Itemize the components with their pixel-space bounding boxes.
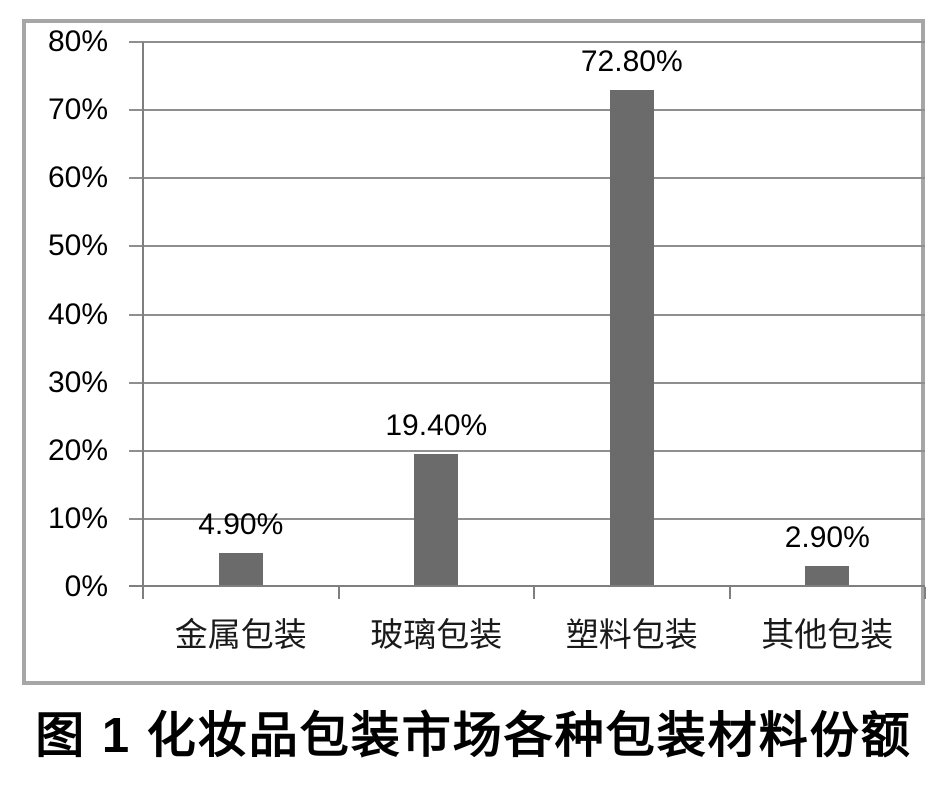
y-tick-label: 30% bbox=[47, 365, 108, 399]
gridline-20 bbox=[129, 449, 925, 452]
category-label-其他包装: 其他包装 bbox=[761, 618, 894, 654]
category-label-塑料包装: 塑料包装 bbox=[565, 618, 698, 654]
bar-value-label: 19.40% bbox=[385, 408, 488, 442]
y-tick-label: 50% bbox=[47, 229, 108, 263]
x-axis-tick bbox=[924, 587, 926, 599]
x-axis-tick bbox=[728, 587, 731, 599]
bar-slot: 2.90% bbox=[730, 42, 926, 587]
bar-value-label: 72.80% bbox=[580, 45, 683, 79]
x-axis-line bbox=[129, 585, 925, 587]
x-axis-tick bbox=[337, 587, 340, 599]
y-tick-label: 40% bbox=[47, 297, 108, 331]
bar-chart-frame bbox=[22, 19, 925, 685]
gridline-60 bbox=[129, 177, 925, 180]
y-tick-label: 80% bbox=[47, 25, 108, 58]
gridline-50 bbox=[129, 245, 925, 248]
x-axis-tick bbox=[533, 587, 535, 599]
bar-slot: 19.40% bbox=[339, 42, 535, 587]
bar-塑料包装 bbox=[609, 90, 654, 586]
gridline-40 bbox=[129, 313, 925, 316]
y-axis-tick-labels: 80% 70% 60% 50% 40% 30% 20% 10% 0% bbox=[0, 25, 120, 603]
gridline-30 bbox=[129, 381, 925, 384]
bar-玻璃包装 bbox=[414, 453, 459, 586]
y-axis-line bbox=[142, 42, 144, 599]
y-tick-label: 70% bbox=[47, 93, 108, 127]
gridline-10 bbox=[129, 517, 925, 520]
y-tick-label: 10% bbox=[47, 501, 108, 535]
y-tick-label: 60% bbox=[47, 161, 108, 195]
bar-slot: 4.90% bbox=[143, 42, 339, 587]
x-axis-category-labels: 金属包装 玻璃包装 塑料包装 其他包装 bbox=[143, 616, 925, 660]
bar-金属包装 bbox=[218, 552, 263, 586]
y-tick-label: 0% bbox=[64, 570, 108, 603]
y-tick-label: 20% bbox=[47, 433, 108, 467]
figure-caption: 图 1 化妆品包装市场各种包装材料份额 bbox=[35, 709, 912, 763]
gridline-70 bbox=[129, 109, 925, 112]
gridline-80 bbox=[129, 41, 925, 43]
bar-value-label: 2.90% bbox=[784, 521, 870, 555]
bar-slot: 72.80% bbox=[534, 42, 730, 587]
plot-area: 4.90% 19.40% 72.80% 2.90% bbox=[129, 41, 926, 599]
category-label-金属包装: 金属包装 bbox=[174, 618, 307, 654]
category-label-玻璃包装: 玻璃包装 bbox=[370, 618, 503, 654]
bar-其他包装 bbox=[805, 566, 850, 586]
bar-value-label: 4.90% bbox=[198, 507, 284, 541]
